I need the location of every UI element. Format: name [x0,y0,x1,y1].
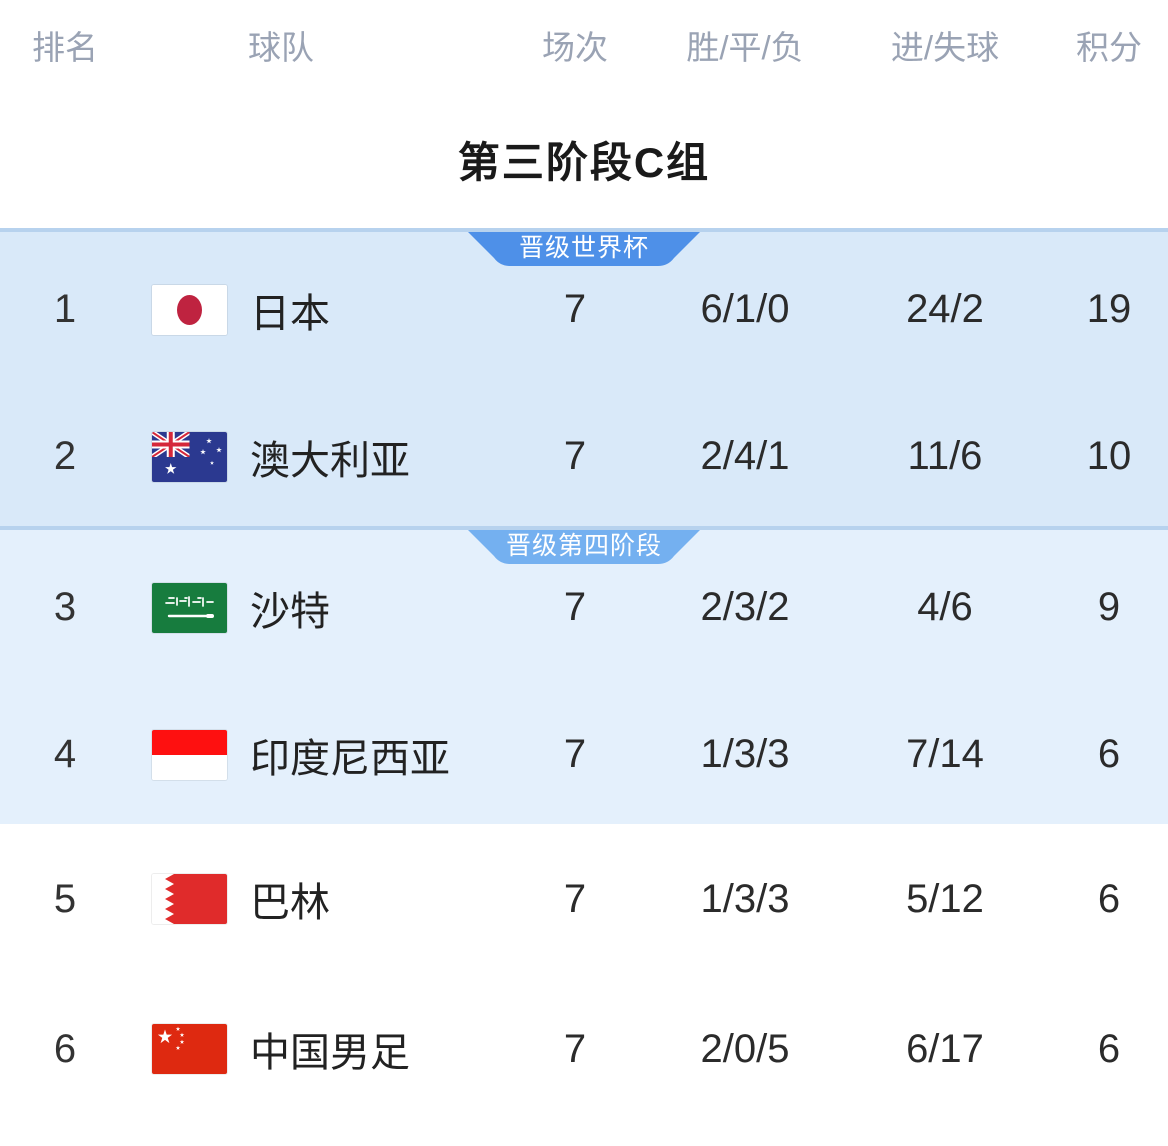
rank-value: 3 [53,585,77,629]
header-team: 球队 [248,29,314,66]
badge-ribbon-shape [468,530,700,564]
badge-ribbon-shape [468,232,700,266]
goals-value: 24/2 [906,287,984,331]
bahrain-flag-icon [152,874,227,924]
points-value: 6 [1097,732,1121,776]
group-title: 第三阶段C组 [457,139,711,186]
badge-label: 晋级世界杯 [518,234,649,262]
goals-value: 6/17 [906,1026,984,1071]
table-row[interactable]: 3 [0,530,1168,681]
japan-flag-icon [152,284,227,335]
badge-label: 晋级第四阶段 [505,532,662,560]
wdl-value: 2/0/5 [700,1026,790,1071]
wdl-value: 6/1/0 [700,287,790,331]
section-unqualified: 5 巴林 7 1/3/3 5/12 6 6 [0,824,1168,1124]
rank-value: 6 [53,1026,77,1071]
section-fourth-stage-qualifiers: 晋级第四阶段 3 [0,526,1168,824]
team-name: 中国男足 [250,1031,410,1075]
australia-flag-icon [152,431,227,482]
points-value: 6 [1097,1026,1121,1071]
rank-value: 1 [53,287,77,331]
goals-value: 11/6 [907,434,983,478]
points-value: 6 [1097,876,1121,921]
matches-value: 7 [563,732,587,776]
team-name: 印度尼西亚 [250,736,450,781]
wdl-value: 1/3/3 [700,732,790,776]
section-world-cup-qualifiers: 晋级世界杯 1 日本 7 6/1/0 24/2 19 2 [0,228,1168,526]
matches-value: 7 [563,434,587,478]
table-row[interactable]: 6 中国男足 7 2/0 [0,974,1168,1124]
goals-value: 7/14 [906,732,984,776]
team-name: 沙特 [250,589,330,634]
table-row[interactable]: 1 日本 7 6/1/0 24/2 19 [0,232,1168,383]
rank-value: 2 [53,434,77,478]
world-cup-qualification-badge: 晋级世界杯 [468,232,700,266]
team-name: 巴林 [250,881,330,925]
goals-value: 4/6 [917,585,973,629]
header-goals-for-against: 进/失球 [890,29,1000,66]
table-header-row: 排名 球队 场次 胜/平/负 进/失球 积分 [0,0,1168,70]
points-value: 19 [1086,287,1132,331]
header-matches: 场次 [542,29,608,66]
wdl-value: 2/3/2 [700,585,790,629]
matches-value: 7 [563,585,587,629]
matches-value: 7 [563,1026,587,1071]
rank-value: 5 [53,876,77,921]
wdl-value: 2/4/1 [700,434,790,478]
header-rank: 排名 [32,29,98,66]
wdl-value: 1/3/3 [700,876,790,921]
header-points: 积分 [1076,29,1142,66]
saudi-arabia-flag-icon [152,582,227,633]
indonesia-flag-icon [152,729,227,780]
table-row[interactable]: 2 [0,383,1168,530]
goals-value: 5/12 [906,876,984,921]
header-win-draw-loss: 胜/平/负 [686,29,804,66]
team-name: 澳大利亚 [250,438,410,483]
table-row[interactable]: 4 印度尼西亚 7 1/3/3 7/14 6 [0,681,1168,828]
matches-value: 7 [563,876,587,921]
matches-value: 7 [563,287,587,331]
points-value: 10 [1086,434,1132,478]
china-flag-icon [152,1024,227,1074]
rank-value: 4 [53,732,77,776]
table-row[interactable]: 5 巴林 7 1/3/3 5/12 6 [0,824,1168,974]
team-name: 日本 [250,291,330,336]
points-value: 9 [1097,585,1121,629]
fourth-stage-qualification-badge: 晋级第四阶段 [468,530,700,564]
